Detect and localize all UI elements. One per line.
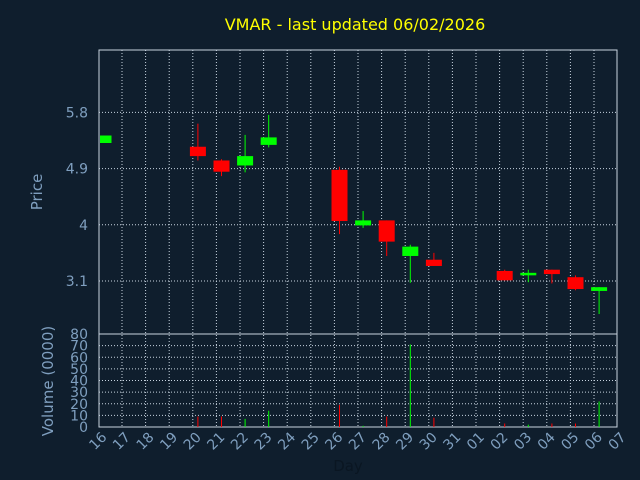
day-tick-label: 28 (370, 430, 394, 454)
candle-27 (355, 211, 372, 228)
day-tick-label: 27 (346, 430, 370, 454)
candle-26 (331, 166, 348, 235)
day-tick-label: 20 (181, 430, 205, 454)
day-tick-label: 18 (134, 430, 158, 454)
candle-body (496, 270, 513, 281)
candle-06 (591, 287, 608, 315)
candle-23 (260, 114, 277, 148)
day-tick-label: 21 (204, 430, 228, 454)
price-tick-label: 4 (79, 218, 88, 234)
day-tick-label: 22 (228, 430, 252, 454)
price-tick-label: 4.9 (66, 162, 88, 178)
candle-body (591, 287, 608, 291)
candlestick-series (100, 114, 608, 315)
day-tick-label: 02 (488, 430, 512, 454)
day-tick-label: 03 (511, 430, 535, 454)
volume-tick-label: 70 (70, 339, 88, 355)
candle-body (260, 137, 277, 145)
price-tick-labels: 5.8 4.9 4 3.1 (66, 105, 88, 290)
candle-body (378, 220, 395, 242)
volume-tick-label: 20 (70, 397, 88, 413)
volume-tick-label: 60 (70, 350, 88, 366)
volume-tick-label: 80 (70, 327, 88, 343)
chart-title: VMAR - last updated 06/02/2026 (225, 15, 486, 34)
day-tick-label: 30 (417, 430, 441, 454)
candle-body (355, 220, 372, 226)
candle-16 (100, 135, 112, 144)
candle-body (331, 169, 348, 222)
candle-body (213, 160, 230, 172)
candle-body (567, 277, 584, 290)
volume-tick-label: 30 (70, 385, 88, 401)
volume-tick-label: 10 (70, 408, 88, 424)
price-tick-label: 3.1 (66, 274, 88, 290)
volume-tick-label: 50 (70, 362, 88, 378)
candle-22 (237, 134, 254, 173)
grid-lines (99, 50, 617, 427)
candle-02 (496, 269, 513, 281)
candle-body (189, 146, 206, 157)
candle-body (402, 246, 419, 256)
price-axis-label: Price (28, 174, 46, 211)
day-axis-label: Day (333, 457, 363, 475)
candle-03 (520, 269, 537, 283)
day-tick-label: 29 (393, 430, 417, 454)
day-tick-label: 06 (582, 429, 606, 453)
volume-axis-label: Volume (0000) (39, 326, 57, 436)
candle-05 (567, 275, 584, 291)
day-tick-label: 24 (275, 429, 299, 453)
day-tick-labels: 16 17 18 19 20 21 22 23 24 25 26 27 28 29 30 31 01 02 03 04… (86, 429, 629, 453)
candle-body (543, 269, 560, 275)
candle-28 (378, 220, 395, 256)
candle-body (237, 156, 254, 166)
day-tick-label: 07 (606, 430, 630, 454)
day-tick-label: 05 (558, 430, 582, 454)
candle-30 (425, 252, 442, 266)
candle-29 (402, 244, 419, 283)
day-tick-label: 19 (157, 430, 181, 454)
candle-body (100, 135, 112, 144)
volume-tick-label: 0 (79, 420, 88, 436)
candle-body (520, 272, 537, 276)
day-tick-label: 01 (464, 430, 488, 454)
day-tick-label: 23 (252, 430, 276, 454)
candle-21 (213, 159, 230, 177)
volume-series (197, 344, 600, 427)
day-tick-label: 26 (322, 429, 346, 453)
day-tick-label: 16 (86, 429, 110, 453)
day-tick-label: 31 (440, 430, 464, 454)
day-tick-label: 25 (299, 430, 323, 454)
day-tick-label: 17 (110, 430, 134, 454)
candle-20 (189, 123, 206, 161)
price-tick-label: 5.8 (66, 105, 88, 121)
day-tick-label: 04 (535, 429, 559, 453)
candle-04 (543, 269, 560, 284)
candle-body (425, 259, 442, 266)
volume-tick-label: 40 (70, 374, 88, 390)
